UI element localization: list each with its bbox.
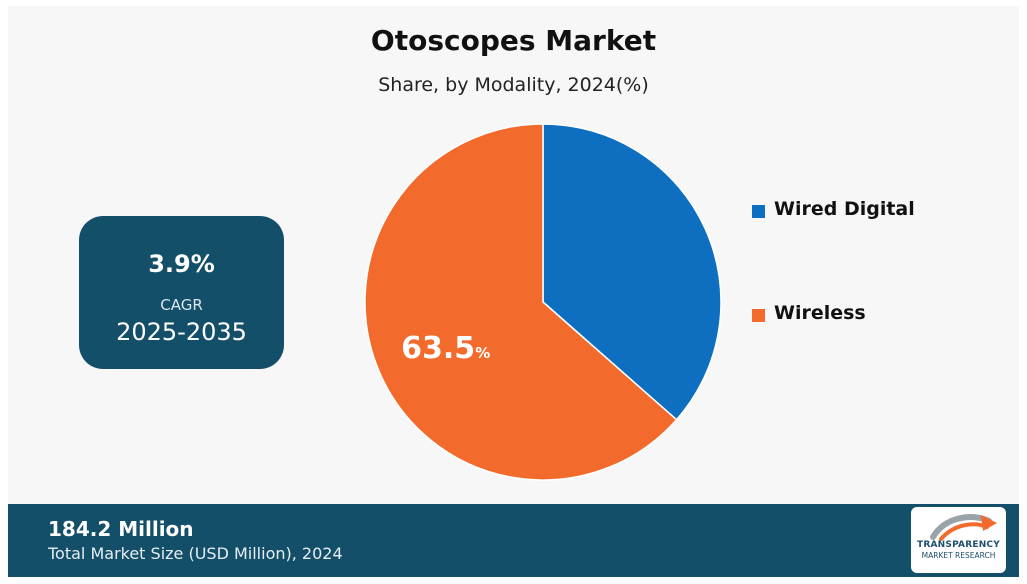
pie-chart: 63.5% <box>364 123 722 481</box>
cagr-box: 3.9% CAGR 2025-2035 <box>79 216 284 369</box>
logo-swoosh-icon <box>930 514 997 541</box>
legend-label-wireless: Wireless <box>774 302 866 324</box>
legend-swatch-wired-digital <box>752 205 765 218</box>
pie-slice-wireless <box>364 123 678 481</box>
chart-subtitle: Share, by Modality, 2024(%) <box>378 74 649 96</box>
company-logo: TRANSPARENCY MARKET RESEARCH <box>911 507 1006 573</box>
legend-swatch-wireless <box>752 309 765 322</box>
infographic-frame: Otoscopes Market Share, by Modality, 202… <box>8 6 1019 577</box>
cagr-label: CAGR <box>160 296 203 314</box>
logo-text-line1: TRANSPARENCY <box>917 540 1000 550</box>
data-label-wireless: 63.5% <box>401 331 490 366</box>
cagr-period: 2025-2035 <box>116 318 247 346</box>
legend-label-wired-digital: Wired Digital <box>774 198 915 220</box>
market-size-caption: Total Market Size (USD Million), 2024 <box>48 544 343 563</box>
pie-slice-wired-digital <box>542 123 722 421</box>
footer-bar: 184.2 Million Total Market Size (USD Mil… <box>8 504 1019 577</box>
market-size-value: 184.2 Million <box>48 517 194 541</box>
cagr-value: 3.9% <box>148 250 215 278</box>
logo-text-line2: MARKET RESEARCH <box>921 551 996 560</box>
chart-title: Otoscopes Market <box>370 24 657 57</box>
